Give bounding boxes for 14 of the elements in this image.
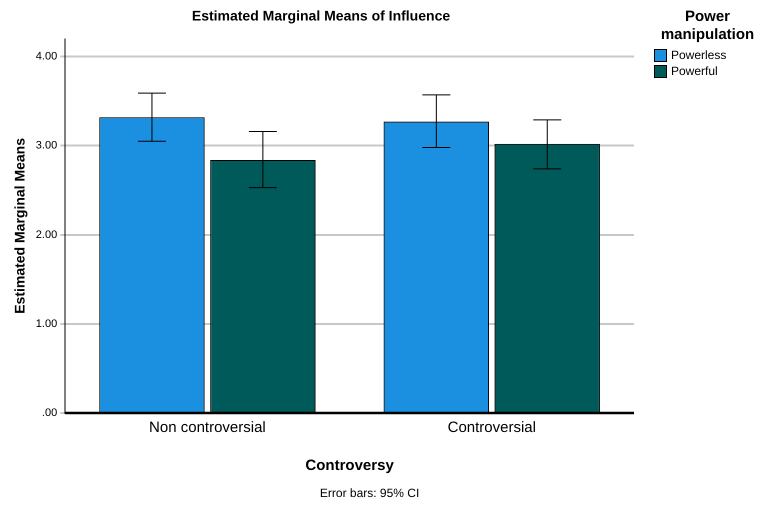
legend-label: Powerless [671, 48, 726, 62]
x-tick-label: Controversial [448, 419, 536, 436]
y-tick-label: 2.00 [36, 228, 58, 241]
y-tick-label: 3.00 [36, 140, 58, 152]
y-tick-label: .00 [42, 407, 58, 420]
y-tick-label: 1.00 [36, 318, 58, 330]
text: Error bars: 95% CI [320, 486, 420, 500]
chart-title: Estimated Marginal Means of Influence [192, 7, 450, 24]
y-axis-title: Estimated Marginal Means [11, 138, 28, 314]
legend-title: Power manipulation [660, 8, 756, 44]
legend-label: Powerful [671, 64, 718, 78]
x-axis-title: Controversy [305, 457, 394, 474]
y-tick-label: 4.00 [36, 50, 58, 63]
x-tick-label: Non controversial [149, 419, 266, 436]
